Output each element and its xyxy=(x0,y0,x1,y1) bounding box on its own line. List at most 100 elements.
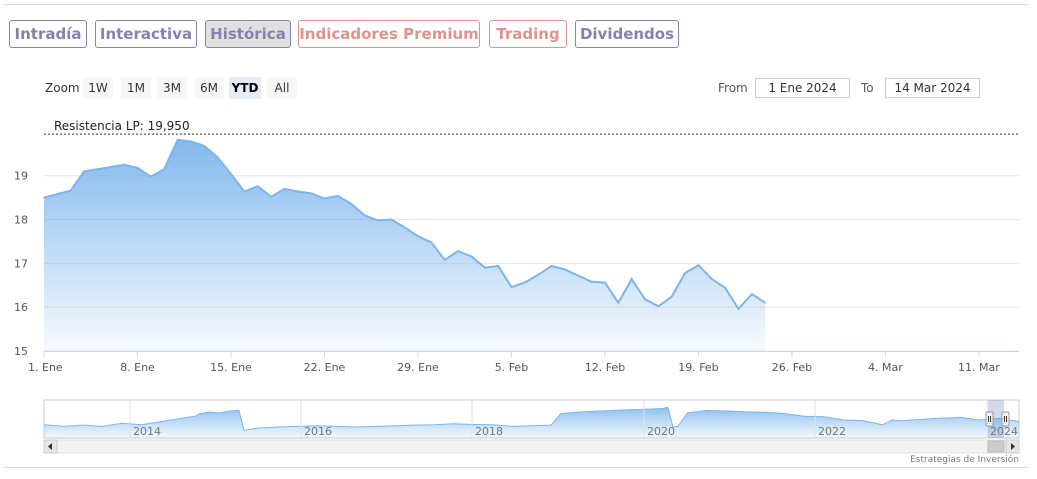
from-label: From xyxy=(718,81,748,95)
navigator-year-label: 2014 xyxy=(133,425,161,438)
series-point xyxy=(363,214,366,216)
tab-dividendos[interactable]: Dividendos xyxy=(575,20,679,48)
x-tick-label: 29. Ene xyxy=(397,361,439,374)
x-tick-label: 5. Feb xyxy=(495,361,528,374)
x-tick-label: 15. Ene xyxy=(210,361,252,374)
series-point xyxy=(377,219,379,221)
series-point xyxy=(163,168,165,170)
resistance-label: Resistencia LP: 19,950 xyxy=(54,119,190,133)
x-tick-label: 12. Feb xyxy=(585,361,625,374)
series-point xyxy=(70,190,72,192)
series-point xyxy=(657,305,660,307)
tab-trading[interactable]: Trading xyxy=(489,20,567,48)
navigator-year-label: 2018 xyxy=(475,425,503,438)
resistance-line: Resistencia LP: 19,950 xyxy=(44,119,1019,135)
navigator-area xyxy=(44,407,1019,438)
y-axis: 15 16 17 18 19 xyxy=(14,170,28,358)
x-tick-label: 19. Feb xyxy=(678,361,718,374)
tab-indicadores-premium[interactable]: Indicadores Premium xyxy=(298,20,480,48)
bottom-divider xyxy=(4,467,1028,468)
navigator-selection[interactable] xyxy=(988,400,1004,438)
series-point xyxy=(350,203,352,205)
series-point xyxy=(297,190,299,193)
zoom-button-1m[interactable]: 1M xyxy=(121,77,151,99)
series-point xyxy=(591,281,593,283)
series-point xyxy=(457,250,459,252)
navigator[interactable]: 2014 2016 2018 2020 2022 2024 xyxy=(43,399,1020,454)
navigator-scrollbar[interactable] xyxy=(43,439,1020,454)
series-point xyxy=(604,282,606,284)
to-label: To xyxy=(861,81,874,95)
series-point xyxy=(150,176,152,178)
series-point xyxy=(737,308,740,310)
series-point xyxy=(123,164,125,166)
tab-histórica[interactable]: Histórica xyxy=(205,20,291,48)
tab-intradía[interactable]: Intradía xyxy=(9,20,87,48)
y-tick-label: 16 xyxy=(14,301,28,314)
y-tick-label: 15 xyxy=(14,345,28,358)
series-point xyxy=(430,241,432,243)
navigator-year-label: 2016 xyxy=(304,425,332,438)
to-date-input[interactable]: 14 Mar 2024 xyxy=(885,78,980,98)
zoom-button-6m[interactable]: 6M xyxy=(194,77,224,99)
x-tick-label: 8. Ene xyxy=(120,361,155,374)
series-point xyxy=(43,197,45,199)
x-axis: 1. Ene 8. Ene 15. Ene 22. Ene 29. Ene 5. Feb 1… xyxy=(28,351,1019,374)
series-point xyxy=(617,302,619,304)
series-point xyxy=(390,218,392,221)
series-point xyxy=(283,188,285,190)
series-point xyxy=(751,293,753,295)
series-point xyxy=(203,145,205,147)
series-point xyxy=(631,278,633,280)
series-point xyxy=(83,170,85,172)
series-point xyxy=(190,140,192,143)
series-point xyxy=(564,268,566,271)
y-tick-label: 18 xyxy=(14,214,28,227)
x-tick-label: 1. Ene xyxy=(28,361,63,374)
x-tick-label: 22. Ene xyxy=(304,361,346,374)
series-point xyxy=(243,190,245,193)
zoom-button-1w[interactable]: 1W xyxy=(83,77,113,99)
series-point xyxy=(217,156,219,158)
navigator-handle[interactable] xyxy=(1001,411,1010,427)
tab-interactiva[interactable]: Interactiva xyxy=(95,20,197,48)
series-point xyxy=(323,197,326,200)
navigator-handle[interactable] xyxy=(985,411,994,427)
series-point xyxy=(404,226,406,228)
series-point xyxy=(96,168,98,170)
from-date-input[interactable]: 1 Ene 2024 xyxy=(755,78,850,98)
series-point xyxy=(550,265,553,267)
navigator-year-label: 2020 xyxy=(647,425,675,438)
top-divider xyxy=(4,4,1028,5)
series-point xyxy=(724,287,726,289)
series-point xyxy=(257,185,259,187)
series-point xyxy=(764,302,766,304)
zoom-button-3m[interactable]: 3M xyxy=(157,77,187,99)
series-point xyxy=(577,275,579,277)
series-area-fill xyxy=(44,139,766,351)
scroll-right-arrow-icon xyxy=(1011,443,1015,450)
series-point xyxy=(684,272,686,274)
series-point xyxy=(524,282,526,284)
series-point xyxy=(444,259,446,261)
series-point xyxy=(310,192,312,194)
series-point xyxy=(110,166,112,168)
series-point xyxy=(671,296,673,298)
navigator-year-label: 2022 xyxy=(818,425,846,438)
x-tick-label: 4. Mar xyxy=(868,361,903,374)
zoom-button-all[interactable]: All xyxy=(267,77,297,99)
scroll-left-arrow-icon xyxy=(48,443,52,450)
series-area xyxy=(43,138,766,351)
scrollbar-thumb[interactable] xyxy=(987,440,1005,453)
series-point xyxy=(484,267,486,269)
zoom-button-ytd[interactable]: YTD xyxy=(229,77,261,99)
x-tick-label: 11. Mar xyxy=(958,361,1000,374)
series-point xyxy=(177,139,179,141)
series-point xyxy=(417,235,419,237)
series-point xyxy=(270,196,272,198)
credit-text: Estrategias de Inversión xyxy=(910,455,1019,465)
series-point xyxy=(470,255,472,257)
series-point xyxy=(136,167,139,169)
series-point xyxy=(497,265,499,267)
